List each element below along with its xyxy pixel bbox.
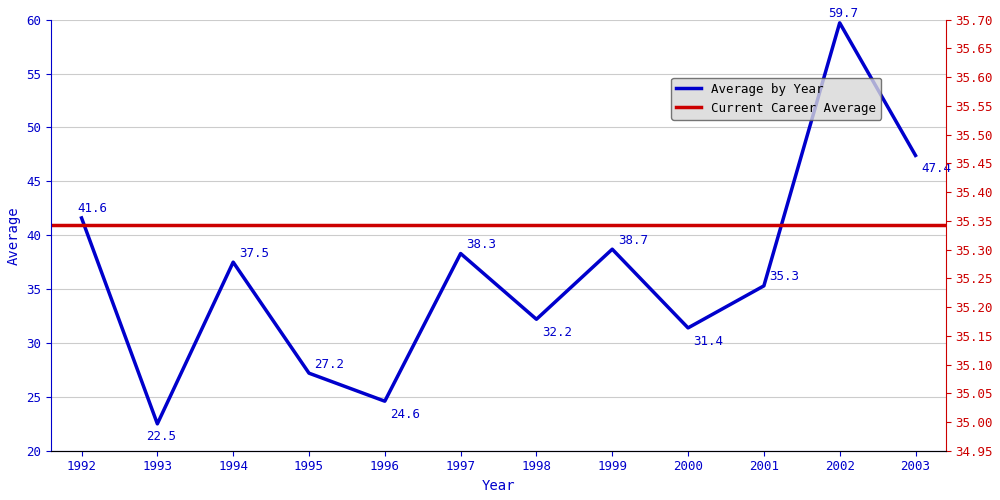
Average by Year xyxy=(758,283,770,289)
Line: Average by Year: Average by Year xyxy=(82,23,916,424)
Average by Year xyxy=(682,325,694,331)
Legend: Average by Year, Current Career Average: Average by Year, Current Career Average xyxy=(671,78,881,120)
Text: 22.5: 22.5 xyxy=(146,430,176,444)
Text: 27.2: 27.2 xyxy=(315,358,345,370)
Average by Year xyxy=(606,246,618,252)
Text: 24.6: 24.6 xyxy=(390,408,420,421)
Text: 38.7: 38.7 xyxy=(618,234,648,246)
Average by Year xyxy=(379,398,391,404)
Text: 31.4: 31.4 xyxy=(694,334,724,347)
Average by Year xyxy=(303,370,315,376)
Average by Year xyxy=(530,316,542,322)
Text: 59.7: 59.7 xyxy=(829,8,859,20)
X-axis label: Year: Year xyxy=(482,479,515,493)
Y-axis label: Average: Average xyxy=(7,206,21,264)
Average by Year xyxy=(910,152,922,158)
Text: 37.5: 37.5 xyxy=(239,246,269,260)
Average by Year xyxy=(834,20,846,26)
Text: 41.6: 41.6 xyxy=(77,202,107,215)
Text: 47.4: 47.4 xyxy=(921,162,951,175)
Average by Year xyxy=(227,259,239,265)
Average by Year xyxy=(151,421,163,427)
Text: 32.2: 32.2 xyxy=(542,326,572,339)
Average by Year xyxy=(76,215,88,221)
Text: 35.3: 35.3 xyxy=(769,270,799,283)
Text: 38.3: 38.3 xyxy=(466,238,496,251)
Average by Year xyxy=(455,250,467,256)
